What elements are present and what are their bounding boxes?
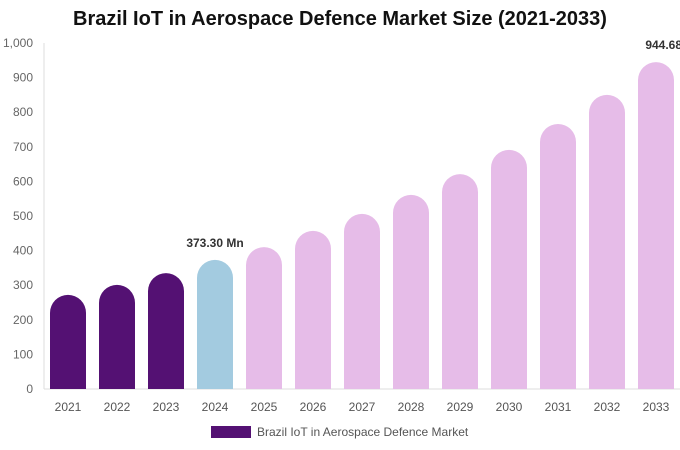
x-tick-label: 2032 (594, 400, 621, 414)
y-tick-label: 0 (26, 382, 33, 396)
x-tick-label: 2021 (55, 400, 82, 414)
y-tick-label: 800 (13, 105, 33, 119)
y-tick-label: 900 (13, 71, 33, 85)
bar-2022 (99, 284, 135, 389)
x-tick-label: 2029 (447, 400, 474, 414)
x-tick-label: 2026 (300, 400, 327, 414)
bar-2028 (393, 194, 429, 389)
legend-label: Brazil IoT in Aerospace Defence Market (257, 425, 469, 439)
x-tick-label: 2033 (643, 400, 670, 414)
data-label: 944.68 Mn (645, 38, 680, 52)
legend: Brazil IoT in Aerospace Defence Market (211, 425, 468, 439)
chart-title: Brazil IoT in Aerospace Defence Market S… (73, 8, 607, 30)
x-tick-label: 2025 (251, 400, 278, 414)
bar-2024 (197, 259, 233, 389)
bar-2021 (50, 294, 86, 389)
x-tick-label: 2030 (496, 400, 523, 414)
bar-2023 (148, 273, 184, 389)
bar-2025 (246, 247, 282, 389)
bar-2030 (491, 149, 527, 389)
data-label: 373.30 Mn (186, 236, 243, 250)
y-tick-label: 100 (13, 347, 33, 361)
x-tick-label: 2023 (153, 400, 180, 414)
x-tick-label: 2027 (349, 400, 376, 414)
x-tick-label: 2028 (398, 400, 425, 414)
y-tick-label: 500 (13, 209, 33, 223)
y-tick-label: 700 (13, 140, 33, 154)
bar-2026 (295, 230, 331, 389)
y-tick-label: 300 (13, 278, 33, 292)
y-tick-label: 1,000 (3, 36, 33, 50)
bar-2029 (442, 174, 478, 389)
x-tick-label: 2022 (104, 400, 131, 414)
bar-2027 (344, 213, 380, 389)
y-tick-label: 200 (13, 313, 33, 327)
y-tick-label: 400 (13, 244, 33, 258)
bar-2031 (540, 123, 576, 390)
legend-swatch (211, 426, 251, 438)
x-tick-label: 2031 (545, 400, 572, 414)
bar-2032 (589, 94, 625, 389)
y-tick-label: 600 (13, 174, 33, 188)
bar-2033 (638, 62, 674, 389)
x-tick-label: 2024 (202, 400, 229, 414)
